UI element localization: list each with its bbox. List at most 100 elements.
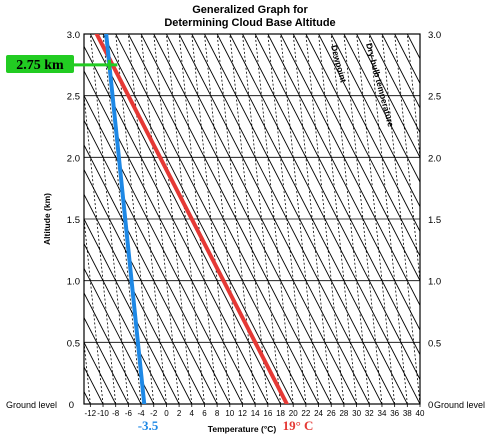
plot-frame bbox=[83, 33, 421, 405]
dewpoint-series-line bbox=[104, 34, 147, 404]
x-tick-label: 28 bbox=[339, 409, 348, 418]
x-tick-label: 40 bbox=[416, 409, 425, 418]
x-tick-label: 36 bbox=[390, 409, 399, 418]
y-tick-label-right: 2.0 bbox=[428, 153, 441, 164]
dewpoint-line bbox=[458, 34, 496, 404]
x-tick-label: 16 bbox=[263, 409, 272, 418]
dewpoint-line bbox=[292, 34, 332, 404]
drybulb-line bbox=[483, 34, 500, 404]
y-tick-label: 2.0 bbox=[67, 153, 80, 164]
cloud-base-highlight bbox=[74, 59, 118, 70]
dewpoint-line bbox=[305, 34, 345, 404]
x-tick-label: 2 bbox=[177, 409, 182, 418]
x-tick-label: 8 bbox=[215, 409, 220, 418]
dewpoint-line bbox=[0, 34, 27, 404]
dewpoint-line bbox=[280, 34, 319, 404]
dewpoint-line bbox=[115, 34, 155, 404]
ticks: -12 -10 -8 -6 -4 -2 0 2 4 6 8 10 12 14 16 18 20 22 24 26 28 3… bbox=[67, 30, 441, 418]
ground-label-right: Ground level bbox=[434, 400, 485, 410]
x-tick-label: -8 bbox=[112, 409, 120, 418]
drybulb-line bbox=[0, 34, 2, 404]
x-tick-label: 0 bbox=[164, 409, 169, 418]
drybulb-line bbox=[0, 34, 27, 404]
drybulb-line bbox=[0, 34, 40, 404]
dewpoint-line bbox=[0, 34, 2, 404]
x-tick-label: 6 bbox=[202, 409, 207, 418]
drybulb-line bbox=[406, 34, 420, 60]
drybulb-line bbox=[433, 34, 500, 404]
drybulb-line bbox=[445, 34, 500, 404]
dewpoint-line bbox=[153, 34, 193, 404]
x-tick-label: -2 bbox=[150, 409, 158, 418]
x-tick-label: 22 bbox=[301, 409, 310, 418]
x-tick-label: 24 bbox=[314, 409, 323, 418]
dewpoint-line bbox=[330, 34, 370, 404]
chart-subtitle: Determining Cloud Base Altitude bbox=[164, 17, 335, 29]
dewpoint-line bbox=[229, 34, 269, 404]
dewpoint-line bbox=[140, 34, 180, 404]
x-tick-label: -4 bbox=[137, 409, 145, 418]
x-tick-label: -6 bbox=[125, 409, 133, 418]
x-tick-label: 20 bbox=[289, 409, 298, 418]
dewpoint-line bbox=[318, 34, 358, 404]
x-tick-label: 30 bbox=[352, 409, 361, 418]
x-tick-label: 10 bbox=[225, 409, 234, 418]
x-tick-label: 14 bbox=[251, 409, 260, 418]
dewpoint-curve-label: Dewpoint bbox=[329, 44, 349, 84]
dewpoint-line bbox=[343, 34, 383, 404]
dewpoint-line bbox=[102, 34, 142, 404]
ground-label-left: Ground level bbox=[6, 400, 57, 410]
x-tick-label: 12 bbox=[238, 409, 247, 418]
x-axis-label: Temperature (°C) bbox=[208, 424, 277, 434]
dewpoint-line bbox=[191, 34, 231, 404]
x-tick-label: -12 bbox=[85, 409, 97, 418]
x-tick-label: -10 bbox=[97, 409, 109, 418]
cloud-base-callout-bg bbox=[6, 55, 74, 73]
dewpoint-line bbox=[445, 34, 483, 404]
y-tick-label-right: 0.5 bbox=[428, 338, 441, 349]
x-tick-label: 4 bbox=[190, 409, 195, 418]
dewpoint-line bbox=[483, 34, 500, 404]
dewpoint-line bbox=[496, 34, 500, 404]
dewpoint-line bbox=[84, 91, 117, 404]
dewpoint-line bbox=[356, 34, 396, 404]
y-tick-label: 0.5 bbox=[67, 338, 80, 349]
dewpoint-line bbox=[204, 34, 243, 404]
dewpoint-line bbox=[178, 34, 218, 404]
dewpoint-line bbox=[89, 34, 129, 404]
x-tick-label: 26 bbox=[327, 409, 336, 418]
drybulb-line bbox=[0, 34, 14, 404]
dewpoint-line bbox=[2, 34, 40, 404]
y-tick-label: 1.0 bbox=[67, 277, 80, 288]
y-tick-label-right: 2.5 bbox=[428, 92, 441, 103]
dewpoint-value-annotation: -3.5 bbox=[138, 418, 159, 433]
y-tick-label: 3.0 bbox=[67, 30, 80, 41]
drybulb-line bbox=[458, 34, 500, 404]
y-tick-label-right: 1.5 bbox=[428, 215, 441, 226]
drybulb-line bbox=[0, 34, 65, 404]
dewpoint-line bbox=[0, 34, 14, 404]
series-layer bbox=[94, 34, 289, 404]
y-tick-label-right: 1.0 bbox=[428, 277, 441, 288]
dewpoint-line bbox=[242, 34, 281, 404]
drybulb-line bbox=[471, 34, 500, 404]
dewpoint-line bbox=[394, 34, 420, 285]
temperature-series-line bbox=[94, 34, 289, 404]
y-tick-label: 0 bbox=[69, 400, 74, 411]
dewpoint-line bbox=[84, 215, 104, 404]
y-tick-label: 1.5 bbox=[67, 215, 80, 226]
x-tick-label: 38 bbox=[403, 409, 412, 418]
dewpoint-line bbox=[127, 34, 167, 404]
dewpoint-line bbox=[166, 34, 205, 404]
temperature-value-annotation: 19° C bbox=[283, 418, 314, 433]
dewpoint-line bbox=[267, 34, 307, 404]
x-tick-label: 18 bbox=[276, 409, 285, 418]
x-tick-label: 32 bbox=[365, 409, 374, 418]
y-tick-label: 2.5 bbox=[67, 92, 80, 103]
dewpoint-line bbox=[381, 34, 420, 404]
cloud-base-callout: 2.75 km bbox=[6, 55, 74, 73]
dewpoint-line bbox=[368, 34, 408, 404]
dewpoint-line bbox=[471, 34, 500, 404]
y-axis-label: Altitude (km) bbox=[42, 193, 52, 245]
